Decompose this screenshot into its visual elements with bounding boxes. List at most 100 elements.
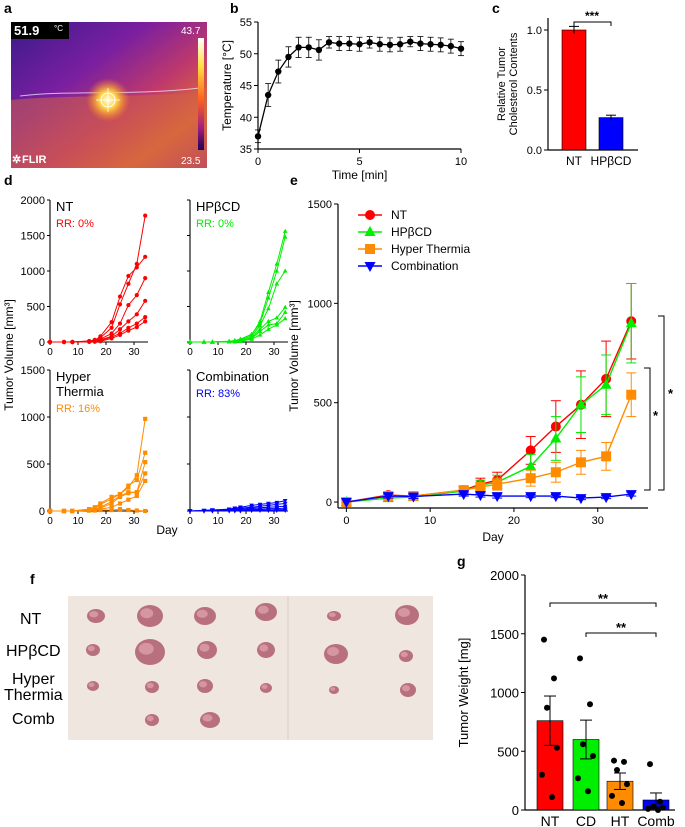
mouse-line [50, 277, 146, 343]
mouse-point [210, 339, 215, 344]
series-line-1 [346, 322, 632, 503]
mouse-point [109, 325, 114, 330]
mouse-point [274, 281, 280, 286]
mouse-point [266, 322, 271, 327]
x-axis-label: Day [482, 530, 503, 544]
mouse-point [257, 508, 263, 514]
mouse-point [274, 315, 280, 320]
series-point [525, 473, 536, 484]
y-axis-label: Tumor Weight [mg] [456, 638, 471, 748]
tumor-highlight [196, 609, 208, 618]
temperature-point [336, 40, 343, 47]
mouse-point [117, 321, 123, 326]
category-label: Comb [637, 813, 675, 827]
mouse-point [201, 339, 207, 344]
temperature-readout: 51.9 [14, 23, 39, 38]
series-point [550, 467, 561, 478]
data-point [575, 775, 581, 782]
series-point [491, 492, 503, 503]
mouse-point [232, 339, 238, 344]
x-tick-label: 30 [128, 516, 140, 527]
mouse-point [143, 315, 148, 320]
y-tick-label: 0 [39, 337, 45, 349]
legend-marker [364, 226, 376, 236]
category-label: NT [566, 154, 583, 168]
mouse-point [117, 494, 123, 499]
x-tick-label: 10 [424, 515, 436, 527]
mouse-point [109, 494, 114, 499]
tumor-samples [86, 603, 419, 728]
mouse-point [282, 309, 288, 314]
y-tick-label: 1000 [308, 298, 332, 310]
mouse-point [134, 265, 139, 270]
y-axis-label: Temperature [°C] [220, 40, 234, 131]
mouse-line [190, 270, 286, 343]
mouse-point [282, 498, 288, 504]
mouse-point [210, 509, 215, 514]
mouse-point [92, 508, 97, 513]
tumor-photo [68, 596, 433, 740]
tumor-highlight [261, 684, 268, 689]
mouse-point [126, 319, 131, 324]
temperature-scale-bar [198, 38, 204, 150]
y-tick-label: 55 [240, 17, 252, 29]
legend-marker [365, 210, 375, 220]
legend-label: Combination [391, 259, 458, 273]
series-point [474, 491, 486, 502]
data-point [554, 744, 560, 751]
mouse-point [126, 507, 131, 513]
temperature-point [376, 41, 383, 48]
y-tick-label: 0.5 [527, 85, 542, 97]
mouse-point [109, 336, 114, 341]
mouse-point [143, 276, 148, 281]
y-tick-label: 0 [512, 803, 519, 818]
data-point [611, 757, 617, 764]
data-point [585, 788, 591, 795]
x-tick-label: 0 [343, 515, 349, 527]
x-tick-label: 20 [508, 515, 520, 527]
mouse-point [134, 293, 139, 298]
series-point [550, 432, 562, 443]
series-point [407, 492, 419, 503]
mouse-point [117, 302, 123, 307]
tumor-highlight [146, 715, 154, 722]
y-tick-label: 0 [39, 506, 45, 518]
row-label-comb: Comb [12, 711, 55, 728]
category-label: NT [541, 813, 560, 827]
tumor-highlight [327, 647, 339, 656]
x-tick-label: 20 [100, 516, 112, 527]
tumor-highlight [140, 608, 154, 619]
panel-c: c 0.0 0.5 1.0 Relative Tumor Cholesterol Cont… [492, 0, 638, 168]
mouse-point [266, 295, 271, 300]
scale-min: 23.5 [181, 156, 201, 167]
x-tick-label: 30 [592, 515, 604, 527]
y-tick-label: 1500 [21, 231, 45, 243]
mouse-point [92, 339, 97, 344]
mouse-point [266, 318, 271, 324]
x-tick-label: 30 [268, 516, 280, 527]
series-point [475, 482, 486, 493]
mouse-point [61, 339, 67, 345]
mouse-point [109, 320, 114, 325]
mouse-point [257, 318, 263, 324]
temperature-point [396, 41, 404, 48]
y-tick-label: 50 [240, 49, 252, 61]
data-point [609, 792, 615, 799]
panel-e: e 0 500 1000 1500 0 10 20 30 Day Tumor Volume [mm³… [287, 172, 674, 544]
x-tick-label: 0 [47, 516, 53, 527]
temperature-point [295, 44, 302, 51]
data-point [621, 758, 627, 765]
response-rate: RR: 0% [56, 218, 94, 230]
x-axis-label: Day [156, 523, 177, 537]
mouse-point [143, 254, 148, 259]
row-label-hyper: Hyper [12, 671, 55, 688]
mouse-point [134, 490, 139, 495]
response-rate: RR: 16% [56, 403, 100, 415]
mouse-point [282, 268, 288, 273]
mouse-point [109, 501, 114, 506]
mouse-point [126, 273, 131, 279]
thermal-tissue [11, 92, 207, 168]
category-label: CD [576, 813, 596, 827]
